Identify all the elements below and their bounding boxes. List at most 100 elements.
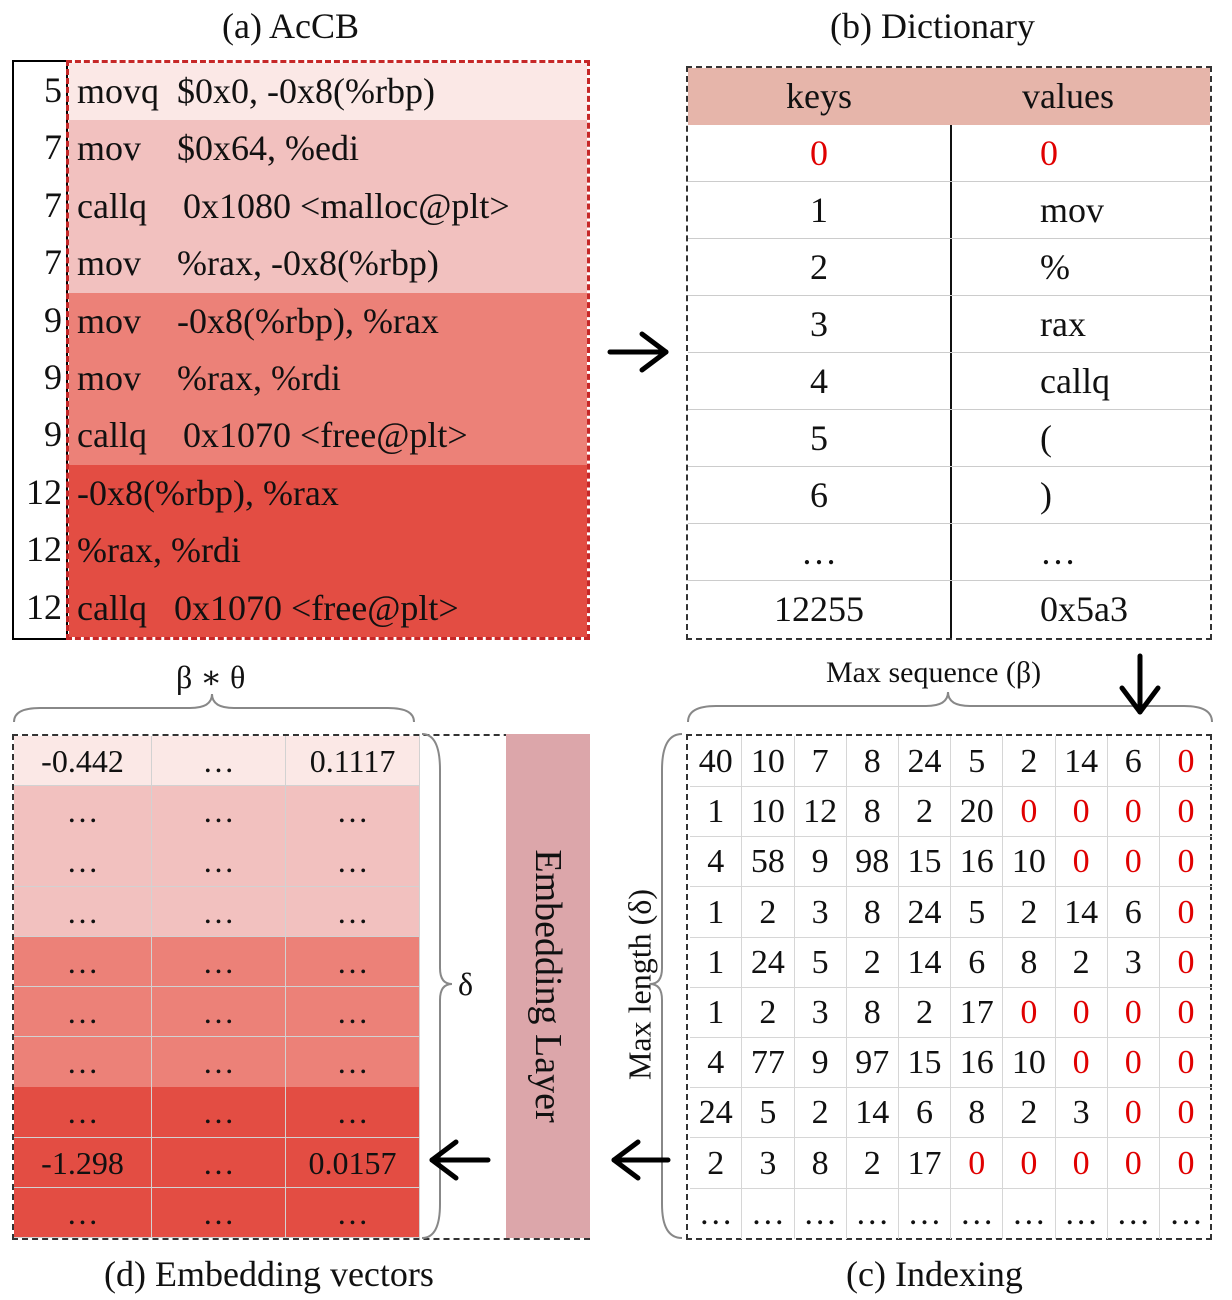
line-number: 9 xyxy=(44,356,62,397)
dictionary-row: 12255 0x5a3 xyxy=(688,581,1210,638)
index-cell: 0 xyxy=(1055,1137,1108,1189)
dictionary-header: keys values xyxy=(688,68,1210,125)
index-cell: 14 xyxy=(1055,736,1108,787)
dictionary-row: 3 rax xyxy=(688,296,1210,353)
index-cell: 1 xyxy=(690,936,743,988)
index-cell: 16 xyxy=(951,836,1004,888)
embedding-value: 0.1117 xyxy=(286,736,420,786)
dictionary-value: rax xyxy=(1040,304,1086,344)
index-cell: 2 xyxy=(1055,936,1108,988)
embedding-value: … xyxy=(286,936,420,987)
index-cell: 2 xyxy=(690,1137,743,1189)
index-cell: 10 xyxy=(742,736,795,787)
line-number: 12 xyxy=(26,471,62,512)
assembly-instruction: mov %rax, %rdi xyxy=(69,349,587,408)
dictionary-row: 2% xyxy=(688,239,1210,296)
embedding-value: … xyxy=(14,987,152,1037)
index-cell: 17 xyxy=(951,987,1004,1038)
index-cell: 0 xyxy=(1159,736,1213,787)
index-cell: 14 xyxy=(898,936,952,988)
index-cell: 2 xyxy=(794,1087,847,1139)
dictionary-value: callq xyxy=(1040,361,1110,401)
max-sequence-label: Max sequence (β) xyxy=(826,656,1042,689)
index-cell: 0 xyxy=(1003,1137,1056,1189)
embedding-value: … xyxy=(152,987,286,1037)
index-cell: 8 xyxy=(1003,936,1056,988)
index-cell: 12 xyxy=(794,786,847,838)
index-cell: 8 xyxy=(794,1137,847,1189)
dictionary-value: ( xyxy=(1040,418,1052,458)
embedding-row: ……… xyxy=(14,886,420,937)
index-cell: 0 xyxy=(1107,1087,1160,1139)
dictionary-key: 3 xyxy=(810,304,828,344)
index-cell: 3 xyxy=(742,1137,795,1189)
assembly-instruction: callq 0x1070 <free@plt> xyxy=(69,579,587,637)
index-cell: 2 xyxy=(1003,1087,1056,1139)
index-cell: 4 xyxy=(690,1037,743,1089)
embedding-value: … xyxy=(286,987,420,1037)
embedding-value: … xyxy=(152,886,286,936)
dictionary-value: … xyxy=(1040,532,1076,572)
index-cell: 17 xyxy=(898,1137,952,1189)
index-cell: 16 xyxy=(951,1037,1004,1089)
caption-indexing: (c) Indexing xyxy=(846,1254,1023,1294)
index-cell: … xyxy=(847,1187,899,1239)
embedding-matrix: -0.442… 0.1117……………………………………………………… -1.298… xyxy=(12,734,590,1240)
arrow-right-icon xyxy=(607,331,669,373)
dictionary-value: ) xyxy=(1040,475,1052,515)
index-cell: 4 xyxy=(690,836,743,888)
caption-acbb: (a) AcCB xyxy=(222,6,359,46)
embedding-value: … xyxy=(152,736,286,786)
embedding-value: … xyxy=(286,1087,420,1137)
assembly-instruction: callq 0x1080 <malloc@plt> xyxy=(69,177,587,236)
dictionary-value: 0 xyxy=(1040,133,1058,173)
embedding-value: -0.442 xyxy=(14,736,152,786)
line-number: 7 xyxy=(44,127,62,168)
assembly-instruction: mov %rax, -0x8(%rbp) xyxy=(69,235,587,293)
index-cell: 15 xyxy=(898,836,952,888)
dictionary-row: …… xyxy=(688,524,1210,581)
index-cell: 0 xyxy=(1159,937,1213,988)
beta-theta-brace xyxy=(13,693,415,723)
embedding-value: … xyxy=(152,1087,286,1137)
index-cell: 98 xyxy=(846,836,899,888)
assembly-instruction: callq 0x1070 <free@plt> xyxy=(69,407,587,465)
embedding-value: … xyxy=(286,1037,420,1087)
index-cell: … xyxy=(1168,1194,1203,1232)
index-cell: 2 xyxy=(846,936,899,988)
index-cell: 6 xyxy=(951,936,1004,988)
embedding-row: -1.298… 0.0157 xyxy=(14,1137,420,1188)
index-cell: 8 xyxy=(846,987,899,1038)
index-cell: 0 xyxy=(1055,786,1108,838)
dictionary-row: 4 callq xyxy=(688,353,1210,410)
index-cell: 24 xyxy=(898,736,952,787)
delta-brace xyxy=(421,733,453,1239)
embedding-row: ……… xyxy=(14,836,420,887)
delta-label: δ xyxy=(458,966,474,1002)
index-cell: 1 xyxy=(690,786,743,838)
index-cell: 6 xyxy=(1107,736,1160,787)
index-cell: … xyxy=(899,1187,952,1239)
index-cell: 3 xyxy=(794,886,847,938)
dictionary-value: mov xyxy=(1040,190,1105,230)
assembly-instruction: %rax, %rdi xyxy=(69,522,587,580)
line-number: 7 xyxy=(44,184,62,225)
embedding-value: -1.298 xyxy=(14,1137,152,1187)
dictionary-key: 4 xyxy=(810,361,828,401)
values-header: values xyxy=(1022,76,1114,116)
index-cell: 2 xyxy=(1003,886,1056,938)
embedding-value: … xyxy=(152,1187,286,1238)
embedding-value: … xyxy=(286,786,420,836)
dictionary-value: 0x5a3 xyxy=(1040,589,1128,629)
index-cell: 8 xyxy=(846,886,899,938)
index-cell: 5 xyxy=(742,1087,795,1139)
index-cell: 0 xyxy=(1159,887,1213,938)
index-cell: 40 xyxy=(690,736,743,787)
index-cell: 3 xyxy=(794,987,847,1038)
index-cell: 0 xyxy=(951,1137,1004,1189)
index-cell: 97 xyxy=(846,1037,899,1089)
index-cell: 77 xyxy=(742,1037,795,1089)
index-matrix: 40 10 7 8 24 5 2 14 6 0 1 10 12 8 2 20 0 0 0 0 4 58 9 98 15 16 10 0… xyxy=(686,734,1213,1240)
line-number: 5 xyxy=(44,70,62,110)
